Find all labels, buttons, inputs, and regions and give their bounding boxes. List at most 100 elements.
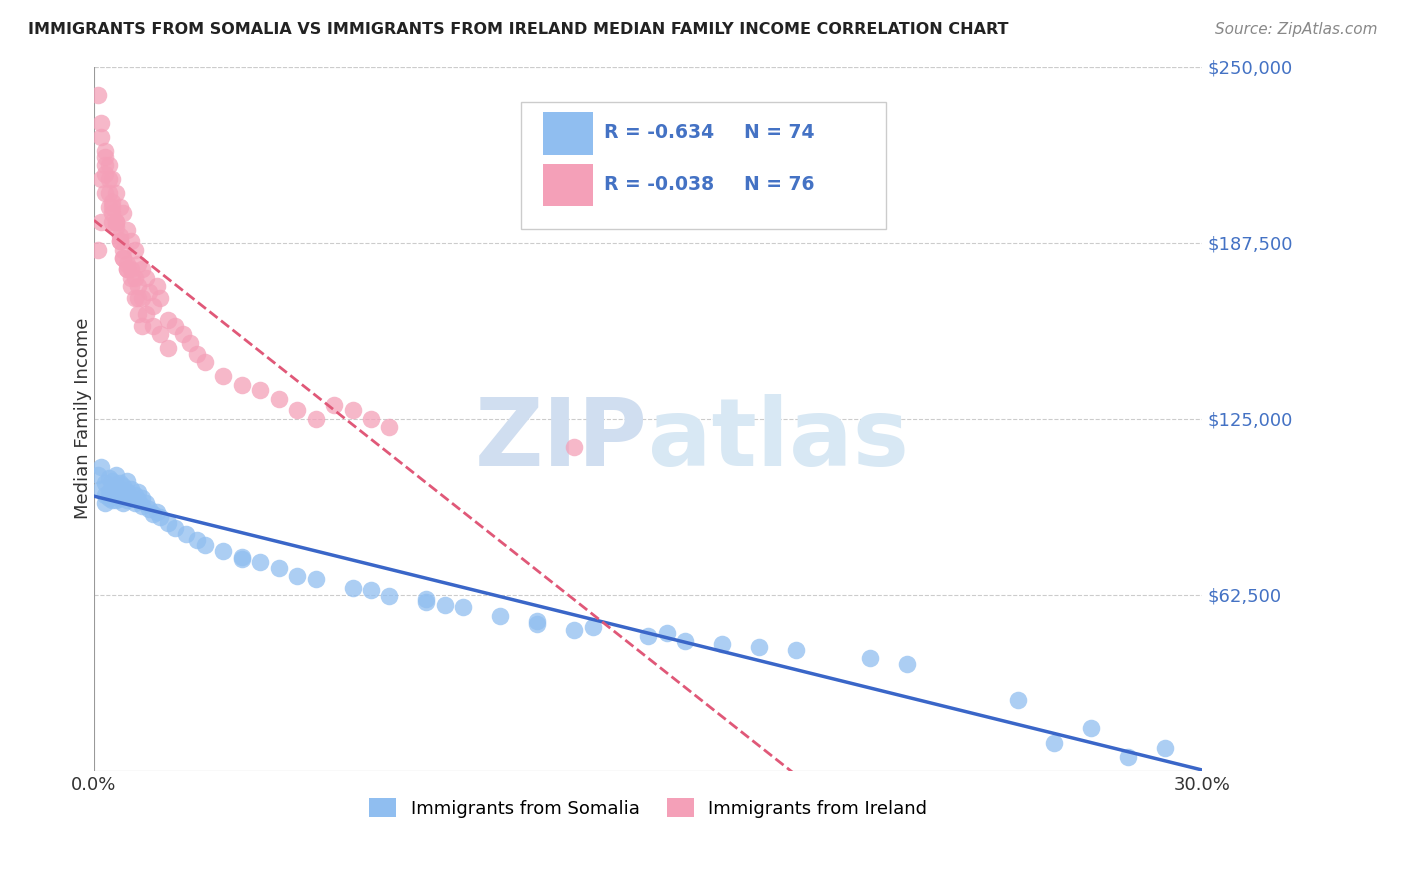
Point — [127, 279, 149, 293]
Point — [90, 116, 112, 130]
Point — [105, 488, 128, 502]
Point — [86, 467, 108, 482]
Point — [145, 505, 167, 519]
Point — [582, 620, 605, 634]
Point — [94, 150, 117, 164]
Point — [179, 335, 201, 350]
Point — [94, 496, 117, 510]
Point — [127, 291, 149, 305]
Point — [131, 262, 153, 277]
Point — [323, 398, 346, 412]
Point — [115, 493, 138, 508]
Point — [378, 589, 401, 603]
Point — [194, 538, 217, 552]
Point — [135, 308, 157, 322]
Text: N = 76: N = 76 — [745, 175, 815, 194]
Point — [94, 144, 117, 158]
Point — [526, 615, 548, 629]
Point — [97, 491, 120, 505]
Point — [304, 411, 326, 425]
Point — [142, 508, 165, 522]
Point — [526, 617, 548, 632]
Text: R = -0.634: R = -0.634 — [603, 123, 714, 143]
Point — [112, 206, 135, 220]
Point — [1118, 749, 1140, 764]
Point — [108, 482, 131, 496]
Text: IMMIGRANTS FROM SOMALIA VS IMMIGRANTS FROM IRELAND MEDIAN FAMILY INCOME CORRELAT: IMMIGRANTS FROM SOMALIA VS IMMIGRANTS FR… — [28, 22, 1008, 37]
Point — [165, 521, 187, 535]
Point — [120, 270, 142, 285]
Point — [105, 220, 128, 235]
Point — [108, 491, 131, 505]
Point — [124, 270, 146, 285]
Point — [342, 581, 364, 595]
Point — [124, 291, 146, 305]
Point — [120, 482, 142, 496]
Point — [378, 420, 401, 434]
Point — [101, 206, 124, 220]
Point — [673, 634, 696, 648]
Point — [90, 172, 112, 186]
Point — [97, 158, 120, 172]
Point — [108, 234, 131, 248]
Point — [115, 484, 138, 499]
Point — [156, 516, 179, 530]
Point — [149, 291, 172, 305]
Point — [304, 572, 326, 586]
Point — [212, 544, 235, 558]
Point — [120, 279, 142, 293]
Point — [108, 476, 131, 491]
Point — [105, 214, 128, 228]
Point — [131, 291, 153, 305]
Point — [360, 583, 382, 598]
Point — [101, 172, 124, 186]
Point — [149, 327, 172, 342]
Point — [1007, 693, 1029, 707]
Point — [186, 533, 208, 547]
Point — [562, 623, 585, 637]
Point — [342, 403, 364, 417]
Point — [156, 313, 179, 327]
Point — [120, 491, 142, 505]
Point — [231, 549, 253, 564]
Point — [1154, 741, 1177, 756]
Point — [90, 214, 112, 228]
Point — [135, 496, 157, 510]
Point — [97, 201, 120, 215]
Point — [186, 347, 208, 361]
Point — [194, 355, 217, 369]
Point — [489, 608, 512, 623]
Point — [231, 377, 253, 392]
Point — [120, 234, 142, 248]
FancyBboxPatch shape — [543, 164, 593, 206]
Text: Source: ZipAtlas.com: Source: ZipAtlas.com — [1215, 22, 1378, 37]
Point — [710, 637, 733, 651]
Point — [131, 499, 153, 513]
Point — [231, 552, 253, 566]
Point — [115, 262, 138, 277]
Point — [415, 591, 437, 606]
Point — [267, 392, 290, 406]
Point — [1043, 735, 1066, 749]
Point — [562, 440, 585, 454]
Point — [97, 471, 120, 485]
Point — [131, 491, 153, 505]
Point — [90, 482, 112, 496]
Point — [453, 600, 475, 615]
Point — [112, 479, 135, 493]
Point — [127, 308, 149, 322]
Point — [101, 493, 124, 508]
Point — [785, 642, 807, 657]
Point — [115, 474, 138, 488]
Point — [94, 476, 117, 491]
Point — [94, 167, 117, 181]
Point — [896, 657, 918, 671]
Point — [97, 172, 120, 186]
Point — [127, 493, 149, 508]
Point — [112, 243, 135, 257]
Point — [165, 318, 187, 333]
Point — [156, 341, 179, 355]
Point — [212, 369, 235, 384]
Point — [131, 318, 153, 333]
Point — [105, 493, 128, 508]
